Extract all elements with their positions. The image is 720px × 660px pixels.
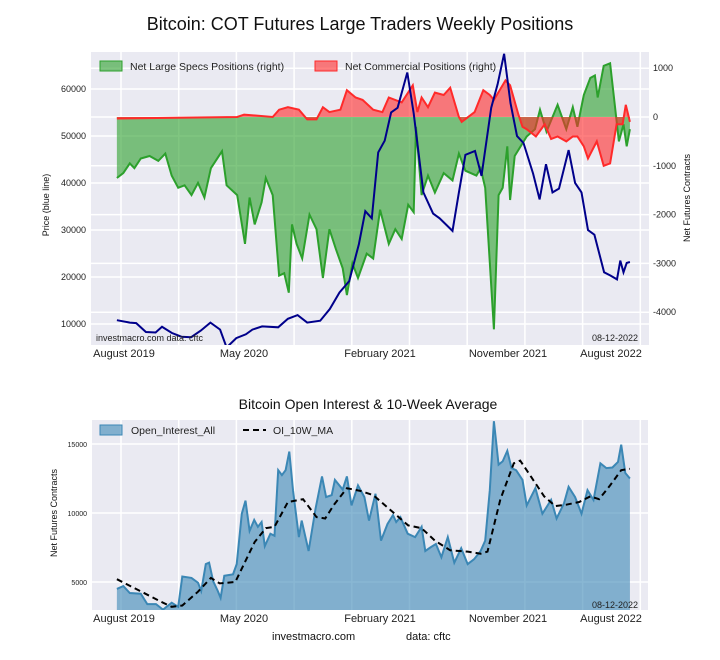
x-tick-label: May 2020 [220, 348, 268, 360]
legend-label-specs: Net Large Specs Positions (right) [130, 61, 284, 73]
y-tick-label: 60000 [61, 84, 86, 94]
y-tick-label-right: -2000 [653, 210, 676, 220]
chart-title-open-interest: Bitcoin Open Interest & 10-Week Average [238, 396, 498, 412]
legend-swatch-specs [99, 60, 123, 72]
x-tick-label: February 2021 [344, 613, 416, 625]
y-tick-label: 5000 [71, 580, 87, 587]
x-tick-label: February 2021 [344, 348, 416, 360]
chart-title: Bitcoin: COT Futures Large Traders Weekl… [146, 14, 574, 34]
y-tick-label-right: -1000 [653, 161, 676, 171]
commercial-series-line [116, 78, 631, 168]
y-tick-label: 10000 [61, 319, 86, 329]
legend-label-commercial: Net Commercial Positions (right) [345, 61, 496, 73]
y-tick-label-right: -3000 [653, 258, 676, 268]
open-interest-series-area [116, 421, 630, 610]
y-tick-label: 20000 [61, 272, 86, 282]
y-tick-label: 40000 [61, 178, 86, 188]
commercial-series-area [116, 80, 630, 166]
y-tick-label: 30000 [61, 225, 86, 235]
ma-series-line [116, 459, 631, 608]
x-tick-label: May 2020 [220, 613, 268, 625]
x-tick-label: August 2019 [93, 613, 155, 625]
y-tick-label-right: -4000 [653, 307, 676, 317]
legend-swatch-open-interest [99, 424, 123, 436]
y-tick-label: 50000 [61, 131, 86, 141]
footer-source: data: cftc [406, 631, 451, 643]
y-tick-label-right: 1000 [653, 63, 673, 73]
watermark: investmacro.com data: cftc [96, 333, 204, 343]
y-tick-label: 15000 [68, 442, 88, 449]
x-tick-label: November 2021 [469, 348, 547, 360]
y-tick-label: 10000 [68, 511, 88, 518]
y-tick-label-right: 0 [653, 112, 658, 122]
x-tick-label: August 2019 [93, 348, 155, 360]
open-interest-series-line [116, 421, 631, 610]
price-series-line [116, 53, 631, 345]
x-tick-label: November 2021 [469, 613, 547, 625]
legend-swatch-commercial [314, 60, 338, 72]
date-label-open-interest: 08-12-2022 [592, 600, 638, 610]
legend-label-open-interest: Open_Interest_All [131, 425, 215, 437]
date-label: 08-12-2022 [592, 333, 638, 343]
x-tick-label: August 2022 [580, 348, 642, 360]
x-tick-label: August 2022 [580, 613, 642, 625]
legend-label-ma: OI_10W_MA [273, 425, 333, 437]
footer-site: investmacro.com [272, 631, 356, 643]
